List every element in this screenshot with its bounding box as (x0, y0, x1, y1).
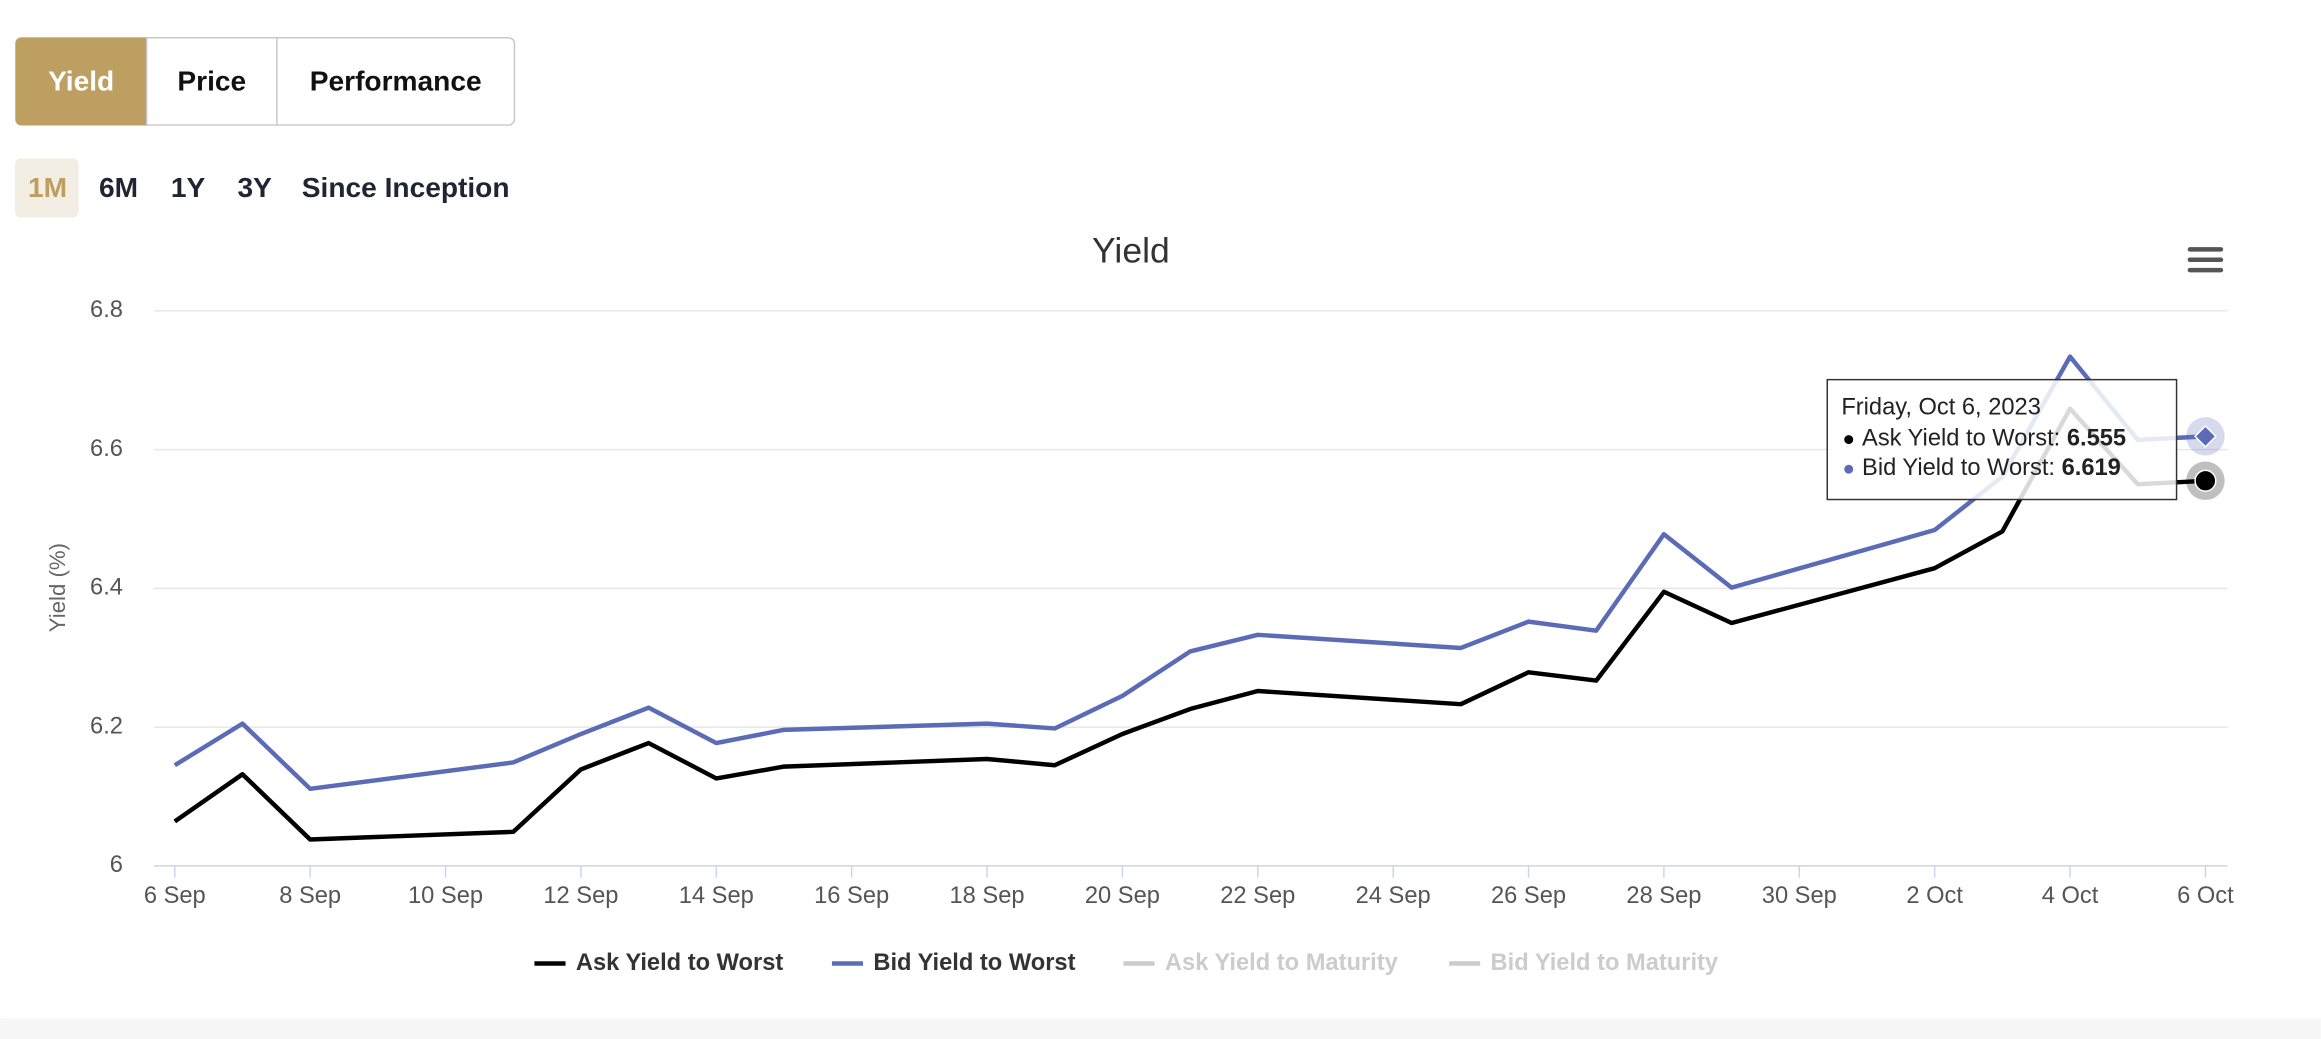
tab[interactable]: Yield (48, 65, 114, 96)
range-group: 1M 6M 1Y 3Y Since Inception (14, 158, 510, 218)
y-axis-label: Yield (%) (45, 543, 70, 632)
range-active-bg (14, 158, 79, 218)
legend-label[interactable]: Bid Yield to Maturity (1491, 950, 1719, 976)
x-tick-label: 20 Sep (1085, 883, 1160, 909)
tab[interactable]: Performance (310, 65, 482, 96)
y-tick-label: 6.8 (90, 297, 123, 323)
footer-strip (0, 1018, 2321, 1039)
hover-marker (2194, 424, 2217, 448)
series-line (173, 354, 2206, 792)
plot: 6 6.2 6.4 6.6 6.8 6 Sep 8 Sep 10 Sep 12 Sep 14 Se… (90, 297, 2234, 909)
series-line (173, 406, 2206, 842)
x-tick-label: 16 Sep (814, 883, 889, 909)
y-tick-label: 6 (110, 852, 123, 878)
x-tick-label: 14 Sep (679, 883, 754, 909)
menu-bar (2187, 267, 2224, 273)
legend: Ask Yield to Worst Bid Yield to Worst Ask … (534, 950, 1719, 976)
legend-label[interactable]: Ask Yield to Maturity (1165, 950, 1399, 976)
tooltip-label: Ask Yield to Worst: (1862, 426, 2060, 452)
y-tick-label: 6.4 (90, 575, 123, 601)
tooltip-label: Bid Yield to Worst: (1862, 455, 2055, 481)
menu-bar (2187, 257, 2224, 262)
x-tick-label: 26 Sep (1491, 883, 1566, 909)
range-button[interactable]: Since Inception (302, 172, 510, 203)
tab[interactable]: Price (177, 65, 246, 96)
x-tick-label: 6 Sep (144, 883, 206, 909)
tooltip-bullet (1844, 435, 1854, 445)
x-tick-label: 6 Oct (2177, 883, 2234, 909)
x-tick-label: 24 Sep (1356, 883, 1431, 909)
x-tick-label: 4 Oct (2042, 883, 2099, 909)
tooltip-row: Bid Yield to Worst: 6.619 (1862, 455, 2121, 481)
legend-label[interactable]: Ask Yield to Worst (576, 950, 784, 976)
tab-group: Yield Price Performance (14, 37, 516, 126)
tooltip-bullet (1844, 464, 1854, 474)
x-tick-label: 8 Sep (279, 883, 341, 909)
tooltip-value: 6.619 (2062, 455, 2121, 481)
tooltip-row: Ask Yield to Worst: 6.555 (1862, 426, 2126, 452)
range-button[interactable]: 1Y (171, 172, 206, 203)
tooltip-value: 6.555 (2067, 426, 2126, 452)
chart-title: Yield (1092, 230, 1170, 270)
x-tick-label: 30 Sep (1762, 883, 1837, 909)
tooltip-box (1826, 378, 2178, 501)
tooltip: Friday, Oct 6, 2023 Ask Yield to Worst: 6… (1826, 378, 2178, 501)
y-tick-label: 6.6 (90, 436, 123, 462)
tooltip-title: Friday, Oct 6, 2023 (1841, 395, 2041, 421)
range-button[interactable]: 1M (28, 172, 67, 203)
x-tick-label: 12 Sep (543, 883, 618, 909)
x-tick-label: 22 Sep (1220, 883, 1295, 909)
menu-bar (2187, 247, 2224, 252)
legend-label[interactable]: Bid Yield to Worst (873, 950, 1075, 976)
x-tick-label: 28 Sep (1626, 883, 1701, 909)
range-button[interactable]: 3Y (238, 172, 273, 203)
x-tick-label: 18 Sep (950, 883, 1025, 909)
hover-marker (2194, 469, 2217, 492)
y-tick-label: 6.2 (90, 713, 123, 739)
x-tick-label: 2 Oct (1906, 883, 1963, 909)
tab-active-bg (15, 37, 147, 126)
range-button[interactable]: 6M (99, 172, 138, 203)
menu-icon[interactable] (2187, 247, 2224, 273)
x-tick-label: 10 Sep (408, 883, 483, 909)
